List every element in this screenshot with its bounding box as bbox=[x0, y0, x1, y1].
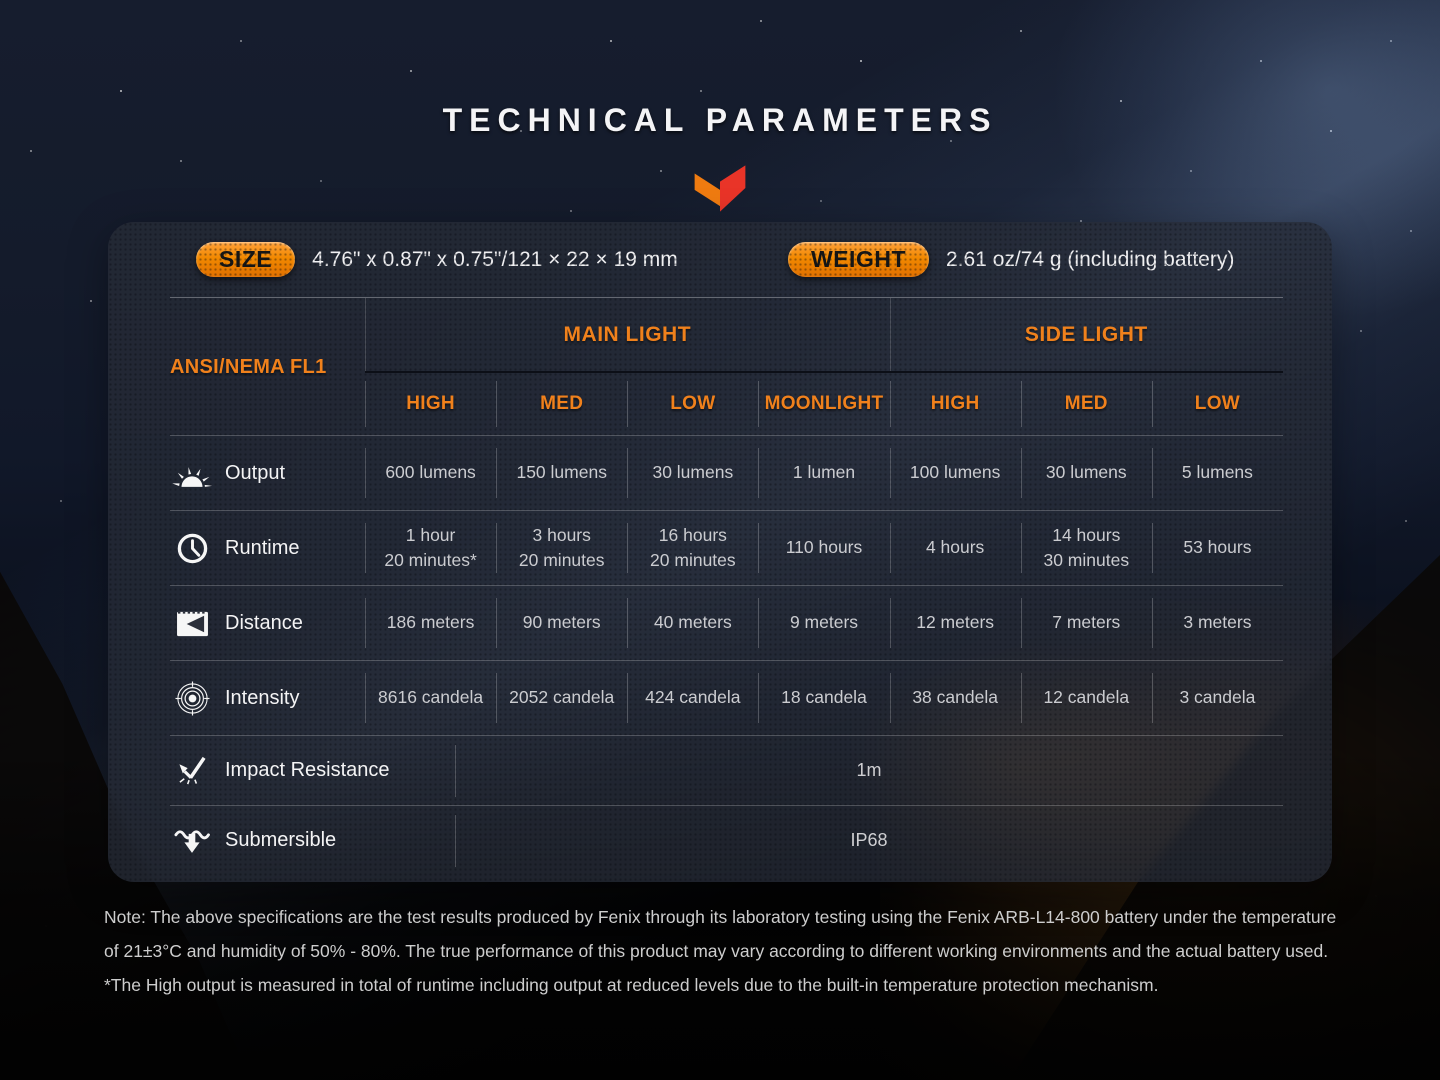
impact-icon bbox=[170, 755, 214, 786]
table-row-impact-resistance: Impact Resistance 1m bbox=[170, 735, 1283, 805]
runtime-icon bbox=[170, 532, 214, 565]
spec-cell: 2052 candela bbox=[496, 661, 627, 735]
submersible-icon bbox=[170, 826, 214, 855]
spec-cell: 16 hours 20 minutes bbox=[627, 511, 758, 585]
spec-cell: 5 lumens bbox=[1152, 436, 1283, 510]
spec-cell: 150 lumens bbox=[496, 436, 627, 510]
spec-cell-submersible: IP68 bbox=[455, 806, 1283, 875]
size-spec: SIZE 4.76" x 0.87" x 0.75"/121 × 22 × 19… bbox=[196, 222, 678, 297]
column-header-side-high: HIGH bbox=[890, 372, 1021, 435]
row-label-distance: Distance bbox=[225, 611, 303, 634]
row-label-submersible: Submersible bbox=[225, 829, 337, 851]
table-column-header-row: HIGH MED LOW MOONLIGHT HIGH MED LOW bbox=[170, 372, 1283, 435]
spec-cell: 3 hours 20 minutes bbox=[496, 511, 627, 585]
size-value: 4.76" x 0.87" x 0.75"/121 × 22 × 19 mm bbox=[312, 247, 678, 271]
spec-card: SIZE 4.76" x 0.87" x 0.75"/121 × 22 × 19… bbox=[108, 222, 1332, 882]
table-row-runtime: Runtime 1 hour 20 minutes* 3 hours 20 mi… bbox=[170, 510, 1283, 585]
size-badge: SIZE bbox=[196, 242, 296, 277]
spec-cell: 40 meters bbox=[627, 586, 758, 660]
table-row-submersible: Submersible IP68 bbox=[170, 805, 1283, 875]
weight-badge: WEIGHT bbox=[788, 242, 929, 277]
weight-spec: WEIGHT 2.61 oz/74 g (including battery) bbox=[788, 222, 1234, 297]
footnotes: Note: The above specifications are the t… bbox=[104, 900, 1348, 1002]
spec-cell: 53 hours bbox=[1152, 511, 1283, 585]
distance-icon bbox=[170, 609, 214, 638]
spec-cell-impact: 1m bbox=[455, 736, 1283, 805]
spec-cell: 14 hours 30 minutes bbox=[1021, 511, 1152, 585]
column-header-moonlight: MOONLIGHT bbox=[758, 372, 889, 435]
row-label-runtime: Runtime bbox=[225, 536, 300, 559]
column-header-side-low: LOW bbox=[1152, 372, 1283, 435]
output-icon bbox=[170, 458, 214, 489]
column-header-main-high: HIGH bbox=[365, 372, 496, 435]
weight-value: 2.61 oz/74 g (including battery) bbox=[946, 247, 1235, 271]
footnote-text: *The High output is measured in total of… bbox=[104, 975, 1159, 995]
spec-cell: 600 lumens bbox=[365, 436, 496, 510]
spec-cell: 110 hours bbox=[758, 511, 889, 585]
spec-cell: 38 candela bbox=[890, 661, 1021, 735]
fl1-spec-table: ANSI/NEMA FL1 MAIN LIGHT SIDE LIGHT HIGH… bbox=[170, 297, 1283, 875]
spec-cell: 30 lumens bbox=[1021, 436, 1152, 510]
main-light-header: MAIN LIGHT bbox=[365, 298, 890, 372]
table-row-output: Output 600 lumens 150 lumens 30 lumens 1… bbox=[170, 435, 1283, 510]
column-header-side-med: MED bbox=[1021, 372, 1152, 435]
page-title: TECHNICAL PARAMETERS bbox=[442, 102, 998, 138]
row-label-output: Output bbox=[225, 461, 286, 484]
spec-cell: 7 meters bbox=[1021, 586, 1152, 660]
dimensions-row: SIZE 4.76" x 0.87" x 0.75"/121 × 22 × 19… bbox=[108, 222, 1332, 297]
spec-cell: 100 lumens bbox=[890, 436, 1021, 510]
table-row-distance: Distance 186 meters 90 meters 40 meters … bbox=[170, 585, 1283, 660]
ansi-nema-label: ANSI/NEMA FL1 bbox=[170, 355, 327, 378]
spec-cell: 90 meters bbox=[496, 586, 627, 660]
spec-cell: 12 meters bbox=[890, 586, 1021, 660]
chevron-down-icon bbox=[691, 163, 749, 213]
intensity-icon bbox=[170, 680, 214, 716]
column-header-main-med: MED bbox=[496, 372, 627, 435]
row-label-impact-resistance: Impact Resistance bbox=[225, 759, 390, 781]
spec-cell: 9 meters bbox=[758, 586, 889, 660]
note-text: Note: The above specifications are the t… bbox=[104, 907, 1337, 961]
spec-cell: 12 candela bbox=[1021, 661, 1152, 735]
column-header-main-low: LOW bbox=[627, 372, 758, 435]
table-row-intensity: Intensity 8616 candela 2052 candela 424 … bbox=[170, 660, 1283, 735]
row-label-intensity: Intensity bbox=[225, 686, 300, 709]
spec-cell: 1 hour 20 minutes* bbox=[365, 511, 496, 585]
spec-cell: 8616 candela bbox=[365, 661, 496, 735]
spec-cell: 1 lumen bbox=[758, 436, 889, 510]
spec-cell: 424 candela bbox=[627, 661, 758, 735]
side-light-header: SIDE LIGHT bbox=[889, 298, 1283, 372]
table-group-header-row: ANSI/NEMA FL1 MAIN LIGHT SIDE LIGHT bbox=[170, 297, 1283, 378]
spec-cell: 3 meters bbox=[1152, 586, 1283, 660]
spec-cell: 186 meters bbox=[365, 586, 496, 660]
spec-cell: 4 hours bbox=[890, 511, 1021, 585]
spec-cell: 3 candela bbox=[1152, 661, 1283, 735]
spec-cell: 18 candela bbox=[758, 661, 889, 735]
spec-cell: 30 lumens bbox=[627, 436, 758, 510]
